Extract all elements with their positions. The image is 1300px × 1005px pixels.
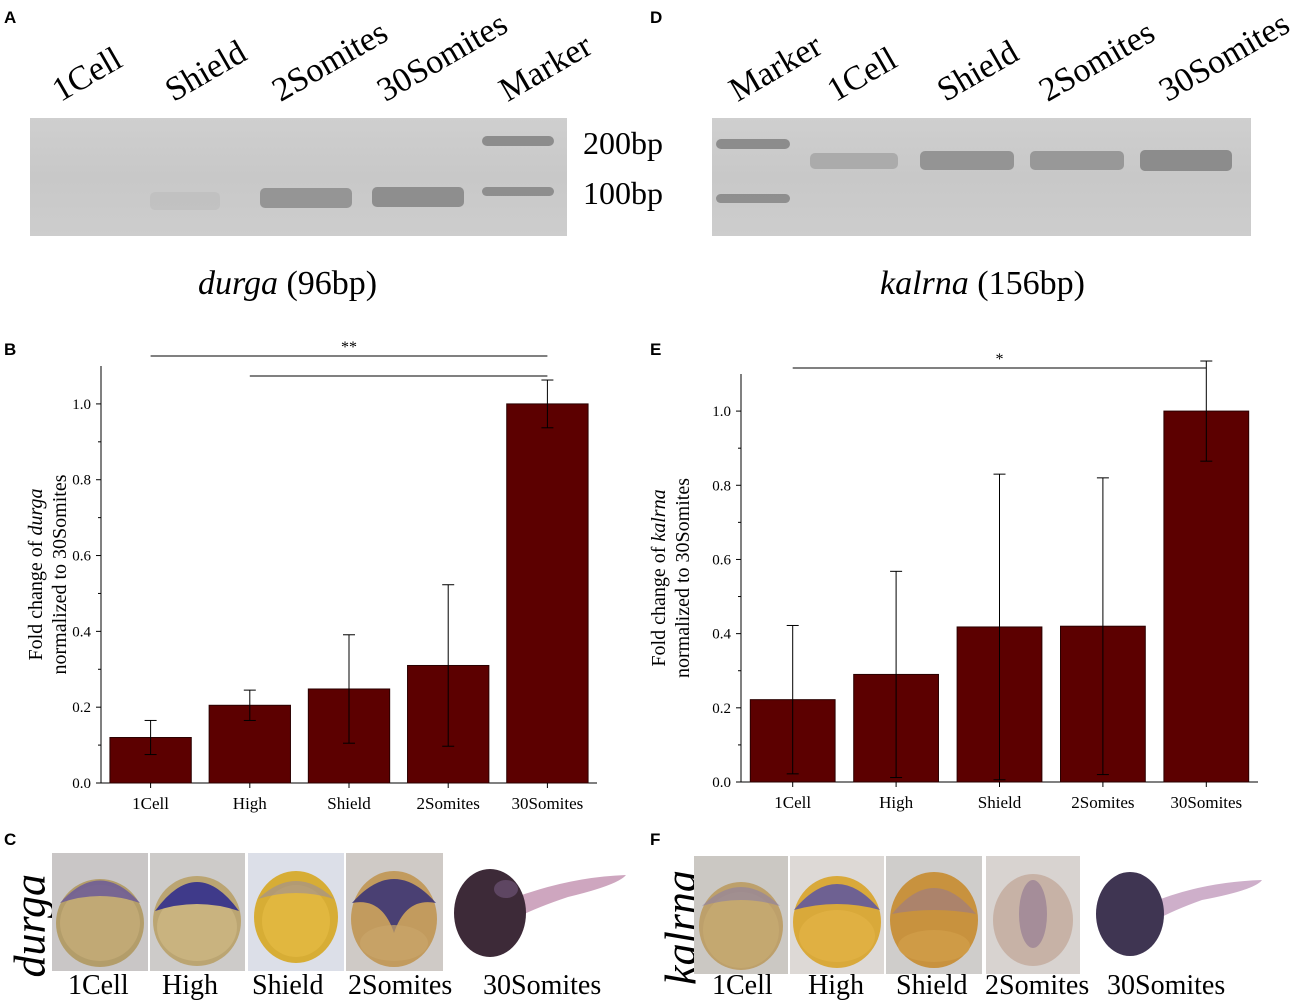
gel-right-caption: kalrna (156bp) xyxy=(880,265,1085,303)
embryo-drawing xyxy=(793,876,881,968)
y-axis-label-line2: normalized to 30Somites xyxy=(672,478,694,678)
embryo-drawing xyxy=(351,871,437,967)
y-axis-label-prefix: Fold change of xyxy=(25,536,47,661)
embryo-drawing xyxy=(1096,872,1262,956)
y-axis-label-gene: kalrna xyxy=(648,489,670,541)
gel-right-band-2somites xyxy=(1030,151,1124,170)
y-tick-label: 0.0 xyxy=(712,775,731,791)
y-tick-label: 0.8 xyxy=(72,473,91,489)
y-tick-label: 1.0 xyxy=(72,397,91,413)
gel-left-band-marker-100 xyxy=(482,187,554,196)
x-tick-label: 30Somites xyxy=(512,794,584,813)
embryo-drawing xyxy=(699,882,783,970)
embryo-row-gene-label: durga xyxy=(5,874,55,978)
embryo-stage-label: 1Cell xyxy=(68,970,129,1001)
gel-right-band-30somites xyxy=(1140,150,1232,171)
y-axis-label-gene: durga xyxy=(25,488,47,535)
x-tick-label: 1Cell xyxy=(132,794,169,813)
panel-letter-b: B xyxy=(4,340,17,359)
panel-letter-c: C xyxy=(4,830,17,849)
y-axis-label-line1: Fold change of durga xyxy=(25,488,47,660)
y-tick-label: 0.2 xyxy=(72,700,91,716)
gel-left-band-shield xyxy=(150,192,220,210)
y-tick-label: 0.6 xyxy=(72,549,91,565)
y-axis-label-line1: Fold change of kalrna xyxy=(648,489,670,666)
y-tick-label: 0.0 xyxy=(72,776,91,792)
gel-left-band-marker-200 xyxy=(482,136,554,146)
y-tick-label: 0.6 xyxy=(712,552,731,568)
y-tick-label: 0.8 xyxy=(712,478,731,494)
y-axis-label: Fold change of durga normalized to 30Somi… xyxy=(25,474,71,674)
embryo-image-shield xyxy=(886,856,982,974)
gel-right-band-marker-100 xyxy=(716,194,790,203)
gel-left-band-2somites xyxy=(260,188,352,208)
panel-letter-a: A xyxy=(4,8,17,27)
y-tick-label: 0.2 xyxy=(712,701,731,717)
embryo-stage-label: 30Somites xyxy=(1107,970,1226,1001)
gel-right-caption-gene: kalrna xyxy=(880,265,969,302)
embryo-drawing xyxy=(454,869,626,957)
embryo-stage-label: High xyxy=(162,970,218,1001)
embryo-stage-label: 2Somites xyxy=(348,970,453,1001)
embryo-stage-label: Shield xyxy=(252,970,324,1001)
bar xyxy=(1163,410,1250,783)
embryo-image-30somites xyxy=(1090,856,1265,974)
gel-left-caption-gene: durga xyxy=(198,265,278,302)
embryo-stage-label: 2Somites xyxy=(985,970,1090,1001)
embryo-stage-label: Shield xyxy=(896,970,968,1001)
gel-right-band-1cell xyxy=(810,153,898,169)
significance-label: * xyxy=(996,351,1004,368)
x-tick-label: Shield xyxy=(327,794,371,813)
embryo-drawing xyxy=(254,871,338,963)
gel-left-band-30somites xyxy=(372,187,464,207)
embryo-image-1cell xyxy=(52,853,148,971)
embryo-drawing xyxy=(153,876,241,966)
gel-right-caption-size: (156bp) xyxy=(977,265,1085,302)
y-axis-label-line2: normalized to 30Somites xyxy=(49,474,71,674)
embryo-stage-label: High xyxy=(808,970,864,1001)
x-tick-label: High xyxy=(879,793,914,812)
x-tick-label: 1Cell xyxy=(774,793,811,812)
gel-left-caption-size: (96bp) xyxy=(286,265,378,302)
embryo-image-high xyxy=(150,853,245,971)
bar-chart-kalrna: 0.0 0.2 0.4 0.6 0.8 1.0 1Cell High Shield 2Somite… xyxy=(648,351,1258,812)
gel-left-size-100bp: 100bp xyxy=(583,175,663,211)
panel-letter-e: E xyxy=(650,340,662,359)
y-tick-label: 0.4 xyxy=(712,627,731,643)
y-tick-label: 0.4 xyxy=(72,624,91,640)
embryo-drawing xyxy=(993,874,1073,966)
embryo-stage-label: 1Cell xyxy=(712,970,773,1001)
embryo-image-30somites xyxy=(448,855,630,973)
embryo-image-1cell xyxy=(694,856,788,974)
gel-left-size-200bp: 200bp xyxy=(583,125,663,161)
x-tick-label: Shield xyxy=(978,793,1022,812)
gel-right-image xyxy=(712,118,1251,236)
significance-label: ** xyxy=(341,339,357,356)
panel-letter-d: D xyxy=(650,8,663,27)
gel-right-band-shield xyxy=(920,151,1014,170)
embryo-stage-label: 30Somites xyxy=(483,970,602,1001)
gel-left-caption: durga (96bp) xyxy=(198,265,377,303)
embryo-image-high xyxy=(790,856,884,974)
embryo-drawing xyxy=(890,872,978,968)
embryo-image-shield xyxy=(248,853,344,971)
embryo-drawing xyxy=(56,879,144,967)
gel-right-band-marker-200 xyxy=(716,139,790,149)
x-tick-label: 2Somites xyxy=(417,794,480,813)
x-tick-label: 2Somites xyxy=(1071,793,1134,812)
gel-left-image xyxy=(30,118,567,236)
y-axis-label-prefix: Fold change of xyxy=(648,542,670,667)
embryo-image-2somites xyxy=(986,856,1080,974)
y-axis-label: Fold change of kalrna normalized to 30Som… xyxy=(648,478,694,678)
y-tick-label: 1.0 xyxy=(712,404,731,420)
x-tick-label: 30Somites xyxy=(1170,793,1242,812)
x-tick-label: High xyxy=(233,794,268,813)
embryo-image-2somites xyxy=(346,853,443,971)
bar-chart-durga: 0.0 0.2 0.4 0.6 0.8 1.0 1Cell High Shield 2Somite… xyxy=(25,339,597,813)
panel-letter-f: F xyxy=(650,830,661,849)
